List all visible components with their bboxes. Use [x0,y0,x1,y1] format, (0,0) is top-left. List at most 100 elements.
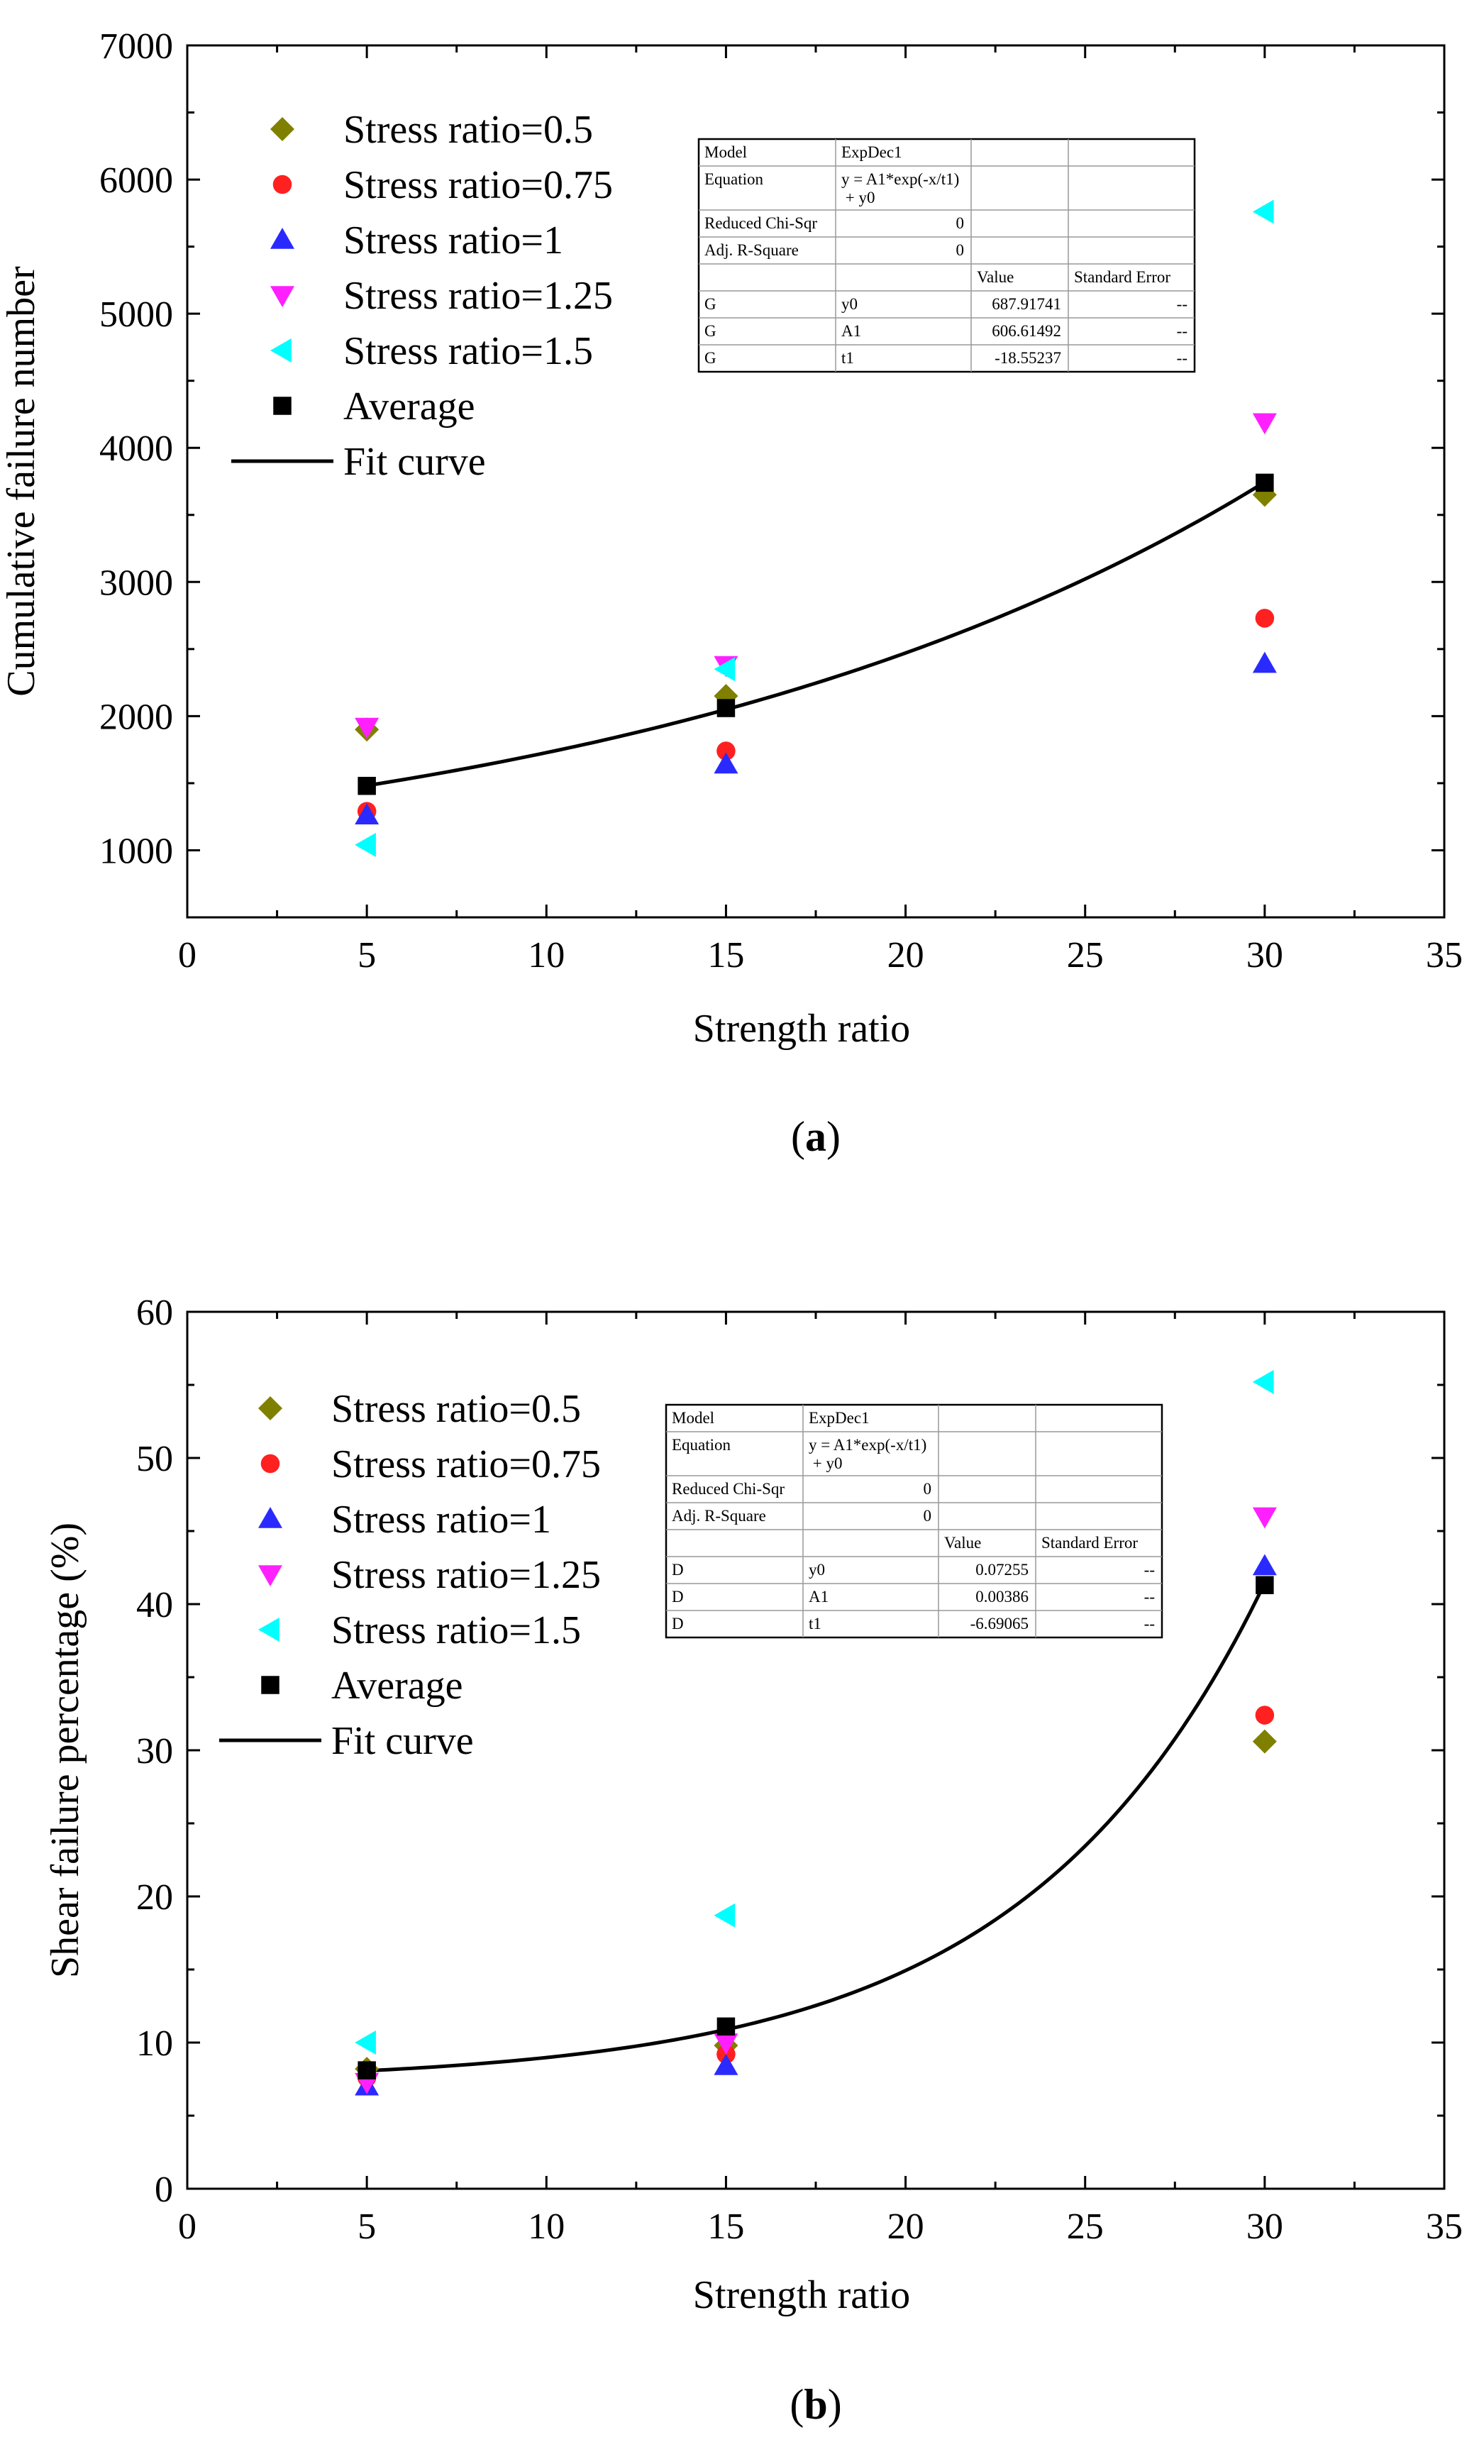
fit-table-cell-line: + y0 [841,189,875,206]
fit-table-cell: A1 [809,1588,829,1606]
panel-label-open: ( [790,2381,804,2428]
legend-label: Stress ratio=1.5 [331,1608,581,1652]
legend-label: Stress ratio=1.25 [343,274,613,318]
legend-label: Stress ratio=0.75 [343,163,613,207]
fit-table-cell-line: t1 [841,349,854,367]
legend-marker [270,117,294,141]
series-average [358,473,1274,795]
data-point [1252,651,1277,673]
data-point [1256,1576,1274,1594]
data-point [355,832,376,857]
fit-table-cell-line: -- [1177,349,1187,367]
data-point [1255,1706,1275,1725]
x-tick-label: 25 [1067,935,1104,976]
data-point [1252,1729,1277,1754]
fit-table-cell: 0.00386 [975,1588,1029,1606]
fit-table-cell-line: y = A1*exp(-x/t1) [841,170,959,188]
data-point [716,699,736,717]
legend-label: Fit curve [331,1719,474,1763]
fit-table-cell-line: D [672,1615,684,1632]
chart-panel-a: 0 5 10 15 20 25 30 35 1000 2000 3000 4000 5000 6000 70… [0,26,1463,1160]
data-point [1256,473,1274,492]
fit-table-cell: -- [1177,295,1187,313]
fit-table-cell: y0 [809,1561,825,1579]
panel-label: (b) [790,2381,841,2428]
x-tick-label: 10 [528,935,565,976]
legend-marker [272,175,292,194]
data-point [714,657,736,682]
fit-table-cell-line: -- [1144,1588,1155,1606]
fit-table-cell-line: -- [1144,1615,1155,1632]
legend-label: Average [343,385,475,429]
x-tick-label: 15 [707,2206,744,2247]
fit-table-cell-line: Reduced Chi-Sqr [672,1480,785,1498]
fit-table-cell: 0.07255 [975,1561,1029,1579]
y-tick-label: 3000 [99,563,173,603]
fit-table-cell-line: 687.91741 [992,295,1061,313]
fit-table-cell: -6.69065 [970,1615,1029,1632]
fit-table-cell: D [672,1588,684,1606]
x-tick-label: 5 [358,2206,376,2247]
fit-table-cell-line: -- [1177,295,1187,313]
fit-table-cell: Adj. R-Square [704,241,799,259]
y-tick-label: 7000 [99,26,173,67]
data-point [714,2053,738,2075]
fit-table-cell-line: Standard Error [1041,1534,1138,1552]
fit-table-cell: Equation [672,1436,731,1454]
x-tick-label: 35 [1426,935,1463,976]
fit-table-cell: t1 [841,349,854,367]
legend-marker [258,1396,282,1420]
data-point [716,741,736,761]
x-tick-label: 20 [887,2206,924,2247]
data-point [358,2061,376,2079]
legend-marker [270,228,294,249]
panel-label-letter: a [805,1113,826,1160]
fit-table-cell-line: ExpDec1 [809,1409,870,1427]
fit-table-cell: Value [944,1534,981,1552]
y-axis-label: Cumulative failure number [0,266,43,697]
fit-table-cell: 606.61492 [992,322,1061,340]
fit-table-cell-line: -6.69065 [970,1615,1029,1632]
fit-table-cell: Standard Error [1041,1534,1138,1552]
fit-curve-line [367,1582,1267,2073]
fit-table-cell-line: D [672,1561,684,1579]
legend-label: Stress ratio=0.5 [331,1387,581,1431]
legend-marker [270,338,292,363]
fit-table-cell: A1 [841,322,861,340]
series-stress-ratio-1-5 [355,199,1274,857]
legend: Stress ratio=0.5 Stress ratio=0.75 Stress … [219,1387,601,1763]
fit-table-cell-line: 0.00386 [975,1588,1029,1606]
fit-table-cell-line: y0 [809,1561,825,1579]
data-point [355,2031,376,2055]
fit-table-cell-line: Adj. R-Square [704,241,799,259]
chart-panel-b: 0 5 10 15 20 25 30 35 0 10 20 30 40 50 60 Strength rati… [43,1293,1463,2428]
y-tick-label: 4000 [99,429,173,469]
x-tick-label: 35 [1426,2206,1463,2247]
fit-table-cell-line: G [704,322,716,340]
fit-table-cell-line: + y0 [809,1454,842,1472]
x-tick-label: 15 [707,935,744,976]
fit-table-cell: -- [1144,1561,1155,1579]
fit-table-cell-line: Equation [704,170,764,188]
fit-table-cell: D [672,1561,684,1579]
fit-table-cell: D [672,1615,684,1632]
x-tick-label: 25 [1067,2206,1104,2247]
y-tick-label: 30 [136,1731,173,1772]
fit-table-cell-line: 0 [956,214,965,232]
fit-table-cell: -18.55237 [995,349,1061,367]
x-tick-label: 20 [887,935,924,976]
fit-table-cell: y = A1*exp(-x/t1) + y0 [841,170,959,206]
x-tick-label: 10 [528,2206,565,2247]
legend-marker [260,1454,280,1474]
data-point [716,2017,736,2036]
data-point [714,2033,738,2055]
fit-table-cell-line: Adj. R-Square [672,1507,766,1525]
legend-marker [258,1565,282,1586]
fit-table-cell-line: Equation [672,1436,731,1454]
fit-parameter-table: Model ExpDec1 Equation y = A1*exp(-x/t1) + … [665,1403,1163,1639]
fit-table-cell: y0 [841,295,858,313]
x-tick-label: 5 [358,935,376,976]
y-tick-label: 0 [155,2170,173,2210]
fit-table-cell: ExpDec1 [809,1409,870,1427]
legend: Stress ratio=0.5 Stress ratio=0.75 Stress … [231,108,613,484]
